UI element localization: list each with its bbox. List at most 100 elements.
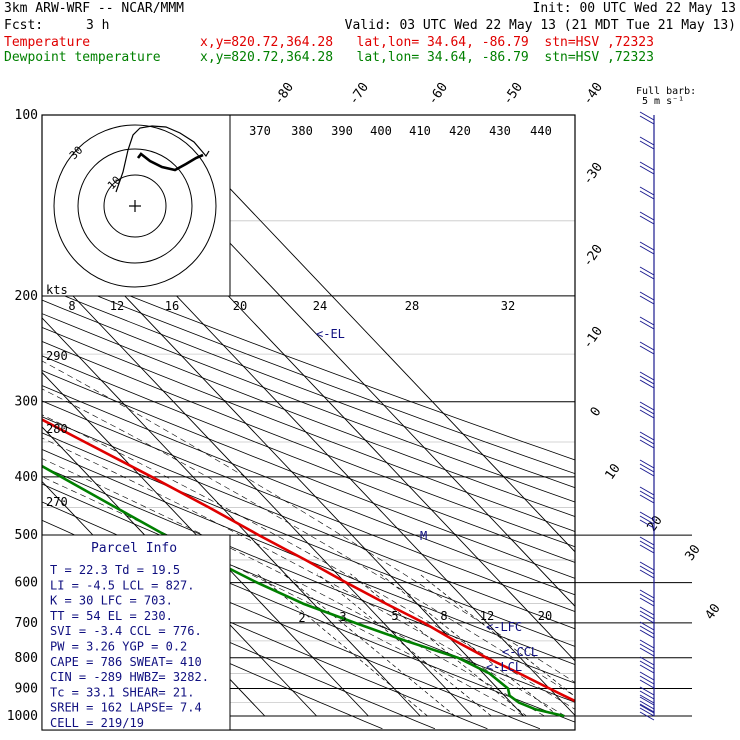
wind-barb [639,379,655,389]
level-annotation: <-LFC [486,620,522,634]
theta-label: 410 [409,124,431,138]
wind-barb [639,606,655,616]
legend-dewpoint: Dewpoint temperature [4,50,161,65]
parcel-info-row: CAPE = 786 SWEAT= 410 [50,655,202,669]
wind-barb [639,515,655,525]
wind-barb [639,675,655,685]
dry-adiabat-line [42,465,575,684]
fcst-value: 3 h [86,18,110,33]
wind-barb [639,614,655,624]
wind-barb [639,459,655,469]
mixing-ratio-label: 12 [480,609,494,623]
wind-barb [639,643,655,653]
wind-barb [639,639,655,649]
level-annotation: <-CCL [502,645,538,659]
dry-adiabat-line [42,355,575,563]
pressure-label: 700 [15,616,38,631]
speed-tick-label: 20 [233,299,247,313]
mixing-ratio-line [282,573,456,717]
wind-barb [639,291,655,301]
parcel-info-row: CIN = -289 HWBZ= 3282. [50,670,209,684]
mixing-ratio-label: 3 [339,610,346,624]
level-annotation: <-EL [316,327,345,341]
speed-tick-label: 12 [110,299,124,313]
isotherm-label: -70 [346,80,372,108]
parcel-info-row: CELL = 219/19 [50,716,144,730]
speed-tick-label: 16 [165,299,179,313]
wind-barb [639,519,655,529]
wind-barb [639,593,655,603]
dry-adiabat-line [42,340,575,548]
hodograph-ring [53,124,217,288]
wind-barb [639,140,655,150]
wind-barb [639,409,655,419]
valid-time: Valid: 03 UTC Wed 22 May 13 (21 MDT Tue … [344,18,736,33]
level-annotation: <-LCL [486,660,522,674]
pressure-label: 900 [15,681,38,696]
dry-adiabat-line [42,326,575,532]
wind-barb [639,690,655,700]
theta-side-label: 290 [46,349,68,363]
dry-adiabat-line [42,448,575,665]
model-title: 3km ARW-WRF -- NCAR/MMM [4,1,185,16]
isotherm-label: -80 [271,80,297,108]
dry-adiabat-line [42,416,575,630]
isotherm-label: 10 [602,461,623,482]
wind-barb [639,660,655,670]
mixing-ratio-label: 5 [391,609,398,623]
dry-adiabat-line [42,578,383,730]
isotherm-line [42,317,421,717]
dry-adiabat-line [42,483,575,703]
parcel-info-row: Tc = 33.1 SHEAR= 21. [50,685,195,699]
wind-barb [639,621,655,631]
plot-frame [41,114,576,731]
isotherm-label: 30 [682,542,703,563]
wind-barb [639,215,655,225]
mixing-ratio-line [317,573,492,717]
wind-barb [639,686,655,696]
isotherm-label: 0 [588,404,605,419]
moist-adiabat-line [42,360,575,683]
hodograph-ring [103,174,167,238]
parcel-info-row: PW = 3.26 YGP = 0.2 [50,640,187,654]
mixing-ratio-line [257,573,428,717]
wind-barb [639,711,655,721]
theta-label: 370 [249,124,271,138]
hodograph-trace-thick [136,152,204,172]
dry-adiabat-line [42,313,575,517]
wind-barb [639,486,655,496]
theta-label: 440 [530,124,552,138]
wind-barb [639,375,655,385]
wind-barb [639,111,655,121]
wind-barb [639,371,655,381]
theta-label: 430 [489,124,511,138]
mixing-ratio-label: 20 [538,609,552,623]
wind-barb [639,544,655,554]
theta-label: 420 [449,124,471,138]
parcel-info-title: Parcel Info [91,541,177,556]
isotherm-line [42,262,473,717]
legend-temperature: Temperature [4,35,91,50]
wind-barb [639,190,655,200]
wind-barb [639,700,655,710]
dry-adiabat-line [42,286,575,489]
init-time: Init: 00 UTC Wed 22 May 13 [532,1,737,16]
wind-barb [639,320,655,330]
wind-barb [639,165,655,175]
wind-barb [639,629,655,639]
pressure-label: 600 [15,576,38,591]
wind-barb [639,664,655,674]
hodograph-trace [115,125,210,193]
wind-barb [639,671,655,681]
wind-barb [639,704,655,714]
legend-temperature-info: x,y=820.72,364.28 lat,lon= 34.64, -86.79… [200,35,654,50]
wind-barb [639,561,655,571]
pressure-label: 400 [15,470,38,485]
dry-adiabat-line [42,400,575,612]
wind-barb [639,431,655,441]
level-annotation: M [420,529,427,543]
parcel-info-row: LI = -4.5 LCL = 827. [50,578,195,592]
wind-barb [639,589,655,599]
dry-adiabat-line [42,273,575,475]
